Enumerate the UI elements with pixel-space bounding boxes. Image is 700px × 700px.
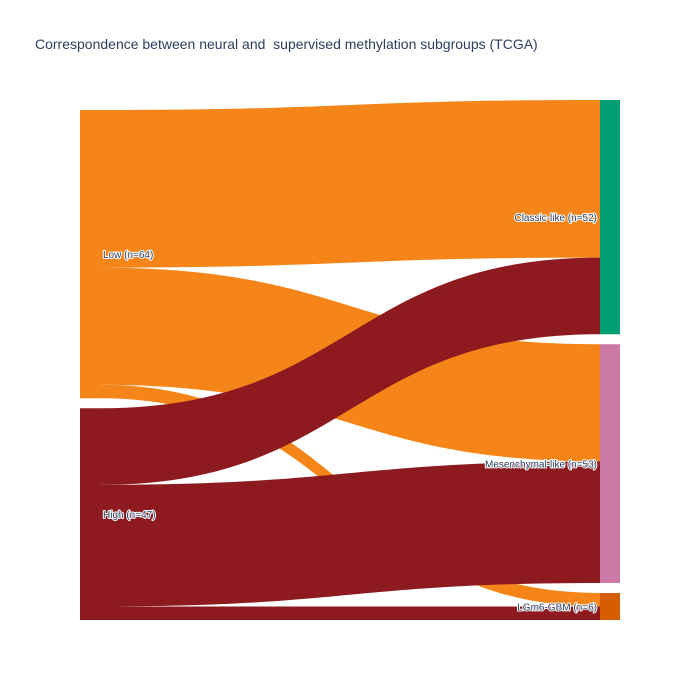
label-classic-like-n-52: Classic-like (n=52) [514,213,597,224]
node-mesenchymal-like-n-53 [600,344,620,583]
sankey-links [100,100,600,620]
label-mesenchymal-like-n-53: Mesenchymal-like (n=53) [485,460,597,471]
sankey-nodes [80,100,620,620]
label-low-n-64: Low (n=64) [103,250,153,261]
node-classic-like-n-52 [600,100,620,335]
flow-low-n-64-to-classic-like-n-52 [100,100,600,268]
label-lgm6-gbm-n-6: LGm6-GBM (n=6) [517,602,597,613]
node-high-n-47 [80,408,100,620]
label-high-n-47: High (n=47) [103,510,156,521]
flow-high-n-47-to-mesenchymal-like-n-53 [100,461,600,607]
node-lgm6-gbm-n-6 [600,592,620,620]
flow-high-n-47-to-lgm6-gbm-n-6 [100,606,600,620]
node-low-n-64 [80,110,100,399]
sankey-labels: Low (n=64) High (n=47) Classic-like (n=52)… [102,212,598,614]
chart-title: Correspondence between neural and superv… [35,36,538,52]
flow-high-n-47-to-classic-like-n-52 [100,257,600,485]
